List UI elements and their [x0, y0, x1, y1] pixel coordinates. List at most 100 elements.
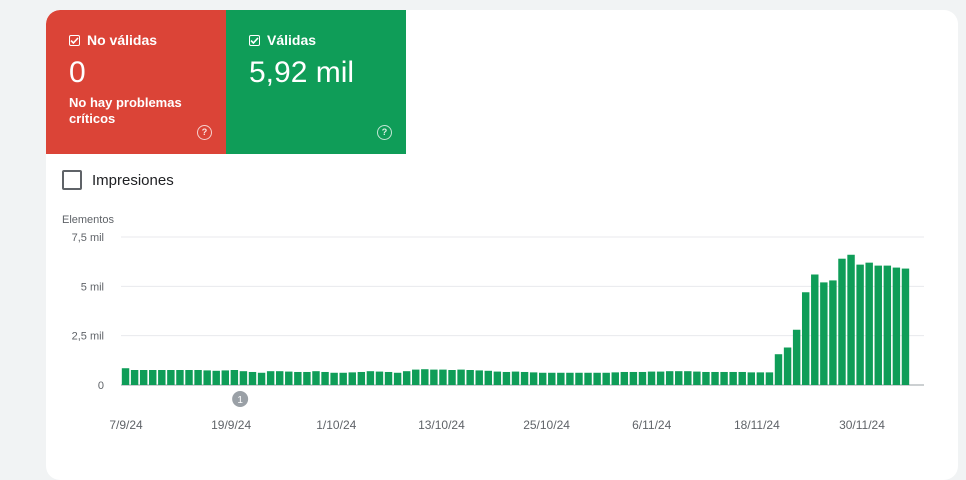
chart-bar[interactable]	[729, 371, 737, 385]
chart-bar[interactable]	[575, 372, 583, 385]
chart-bar[interactable]	[511, 371, 520, 385]
chart-bar[interactable]	[711, 371, 719, 385]
chart-bar[interactable]	[738, 371, 746, 385]
chart-bar[interactable]	[647, 371, 656, 385]
chart-bar[interactable]	[149, 370, 157, 385]
chart-bar[interactable]	[339, 372, 347, 385]
chart-bar[interactable]	[230, 370, 239, 385]
chart-bar[interactable]	[448, 370, 456, 385]
chart-bar[interactable]	[611, 372, 619, 385]
chart-bar[interactable]	[620, 371, 629, 385]
chart-bar[interactable]	[257, 372, 266, 385]
x-tick-label: 6/11/24	[632, 418, 671, 432]
checkbox-checked-icon[interactable]	[249, 34, 260, 46]
chart-bar[interactable]	[629, 371, 638, 385]
chart-bar[interactable]	[874, 265, 882, 385]
chart-bar[interactable]	[402, 371, 411, 385]
chart-bar[interactable]	[765, 372, 774, 385]
chart-bar[interactable]	[158, 370, 166, 385]
impressions-toggle[interactable]: Impresiones	[62, 170, 174, 190]
chart-bar[interactable]	[584, 372, 592, 385]
chart-bar[interactable]	[185, 370, 193, 385]
chart-bar[interactable]	[638, 371, 647, 385]
chart-bar[interactable]	[475, 370, 483, 385]
chart-bar[interactable]	[312, 371, 320, 385]
chart-bar[interactable]	[167, 370, 175, 385]
checkbox-checked-icon[interactable]	[69, 34, 80, 46]
chart-bar[interactable]	[248, 371, 257, 385]
chart-bar[interactable]	[838, 258, 846, 385]
chart-bar[interactable]	[665, 371, 674, 385]
chart-bar[interactable]	[239, 371, 248, 385]
chart-bar[interactable]	[121, 368, 130, 385]
chart-bar[interactable]	[266, 371, 275, 385]
chart-bar[interactable]	[484, 370, 493, 385]
chart-bar[interactable]	[457, 369, 465, 385]
chart-bar[interactable]	[203, 370, 211, 385]
chart-bar[interactable]	[829, 280, 837, 385]
chart-bar[interactable]	[520, 371, 529, 385]
chart-bar[interactable]	[384, 371, 393, 385]
chart-bar[interactable]	[865, 262, 873, 385]
chart-bar[interactable]	[774, 354, 783, 385]
chart-bar[interactable]	[139, 370, 148, 385]
chart-bar[interactable]	[330, 372, 338, 385]
chart-bar[interactable]	[557, 372, 565, 385]
chart-bar[interactable]	[275, 371, 284, 385]
help-circle-icon[interactable]: ?	[197, 125, 212, 140]
checkbox-unchecked-icon[interactable]	[62, 170, 82, 190]
chart-bar[interactable]	[412, 369, 420, 385]
chart-bar[interactable]	[375, 371, 384, 385]
chart-bar[interactable]	[212, 370, 220, 385]
chart-bar[interactable]	[357, 371, 366, 385]
chart-bar[interactable]	[684, 371, 692, 385]
chart-bar[interactable]	[702, 371, 710, 385]
chart-bar[interactable]	[566, 372, 574, 385]
chart-bar[interactable]	[656, 371, 665, 385]
invalid-status-tile[interactable]: No válidas 0 No hay problemas críticos ?	[46, 10, 226, 154]
chart-bar[interactable]	[393, 372, 402, 385]
chart-bar[interactable]	[792, 329, 801, 385]
chart-bar[interactable]	[294, 371, 302, 385]
chart-bar[interactable]	[693, 371, 701, 385]
help-circle-icon[interactable]: ?	[377, 125, 392, 140]
chart-bar[interactable]	[221, 370, 230, 385]
valid-status-tile[interactable]: Válidas 5,92 mil ?	[226, 10, 406, 154]
chart-bar[interactable]	[675, 371, 683, 385]
chart-bar[interactable]	[847, 254, 855, 385]
chart-bar[interactable]	[321, 371, 329, 385]
chart-bar[interactable]	[176, 370, 184, 385]
chart-bar[interactable]	[529, 372, 538, 385]
chart-bar[interactable]	[811, 274, 819, 385]
chart-bar[interactable]	[548, 372, 556, 385]
chart-bar[interactable]	[892, 267, 901, 385]
chart-bar[interactable]	[856, 264, 864, 385]
chart-bar[interactable]	[801, 292, 810, 385]
chart-bar[interactable]	[285, 371, 293, 385]
chart-bar[interactable]	[593, 372, 601, 385]
chart-bar[interactable]	[430, 369, 438, 385]
y-tick-label: 0	[98, 380, 104, 392]
chart-bar[interactable]	[538, 372, 547, 385]
chart-bar[interactable]	[720, 371, 728, 385]
chart-bar[interactable]	[493, 371, 502, 385]
chart-bar[interactable]	[366, 371, 375, 385]
x-tick-label: 30/11/24	[839, 418, 885, 432]
chart-bar[interactable]	[303, 371, 311, 385]
chart-bar[interactable]	[421, 369, 429, 385]
chart-bar[interactable]	[439, 369, 447, 385]
chart-bar[interactable]	[466, 370, 474, 385]
annotation-marker[interactable]	[232, 391, 249, 407]
chart-bar[interactable]	[502, 371, 511, 385]
chart-bar[interactable]	[883, 265, 892, 385]
chart-bar[interactable]	[901, 268, 910, 385]
chart-bar[interactable]	[130, 370, 139, 385]
chart-bar[interactable]	[820, 282, 828, 385]
chart-bar[interactable]	[194, 370, 202, 385]
chart-bar[interactable]	[783, 347, 792, 385]
chart-bar[interactable]	[747, 372, 756, 385]
chart-bar[interactable]	[756, 372, 765, 385]
chart-bar[interactable]	[348, 372, 356, 385]
x-tick-label: 13/10/24	[418, 418, 465, 432]
chart-bar[interactable]	[602, 372, 610, 385]
